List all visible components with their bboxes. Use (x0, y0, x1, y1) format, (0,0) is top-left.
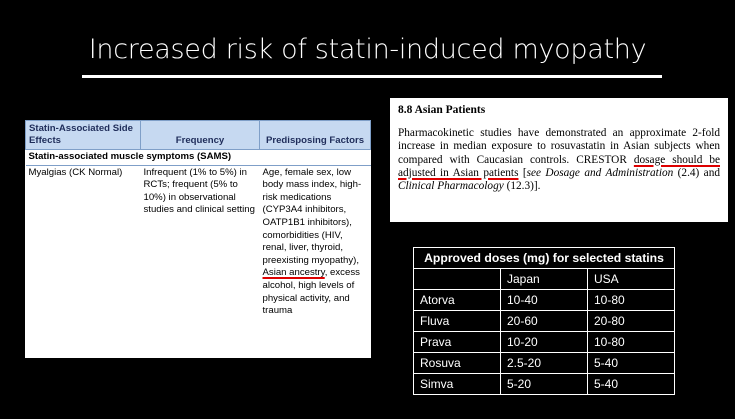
column-header: Japan (500, 268, 588, 290)
row: Atorva 10-40 10-80 (413, 289, 675, 311)
title-row: Approved doses (mg) for selected statins (413, 247, 675, 269)
body-row: Myalgias (CK Normal) Infrequent (1% to 5… (26, 165, 371, 319)
italic-text: see Dosage and Administration (526, 166, 674, 179)
highlight: dosage should be adjusted in Asian patie… (398, 153, 720, 179)
dose-table: Approved doses (mg) for selected statins… (413, 247, 675, 395)
cell: Atorva (413, 289, 501, 311)
cell: 20-80 (587, 310, 675, 332)
heading: 8.8 Asian Patients (398, 104, 486, 116)
italic-text: Clinical Pharmacology (398, 180, 504, 193)
cell: Infrequent (1% to 5%) in RCTs; frequent … (143, 166, 255, 216)
cell: 5-20 (500, 373, 588, 395)
header-row: Statin-Associated Side Effects Frequency… (25, 120, 371, 150)
section-cell: Statin-associated muscle symptoms (SAMS) (25, 149, 371, 166)
cell: 2.5-20 (500, 352, 588, 374)
row: Prava 10-20 10-80 (413, 331, 675, 353)
label-excerpt: 8.8 Asian Patients Pharmacokinetic studi… (390, 98, 728, 222)
row: Fluva 20-60 20-80 (413, 310, 675, 332)
highlight: Asian ancestry (262, 267, 325, 279)
cell (413, 268, 501, 290)
text: (12.3)]. (503, 180, 541, 193)
title-rule (82, 75, 662, 78)
column-row: Japan USA (413, 268, 675, 290)
cell: Fluva (413, 310, 501, 332)
text: Pharmacokinetic studies have demonstrate… (398, 127, 720, 166)
text: Age, female sex, low body mass index, hi… (262, 166, 362, 266)
cell: 5-40 (587, 352, 675, 374)
header-cell: Frequency (140, 120, 260, 150)
text: (2.4) and (673, 166, 720, 179)
section-row: Statin-associated muscle symptoms (SAMS) (25, 149, 371, 166)
cell: 10-20 (500, 331, 588, 353)
header-cell: Predisposing Factors (259, 120, 371, 150)
table: Statin-Associated Side Effects Frequency… (25, 120, 371, 319)
row: Rosuva 2.5-20 5-40 (413, 352, 675, 374)
cell: 10-80 (587, 289, 675, 311)
side-effects-table: Statin-Associated Side Effects Frequency… (25, 120, 371, 358)
cell: Simva (413, 373, 501, 395)
cell: Rosuva (413, 352, 501, 374)
cell: 10-80 (587, 331, 675, 353)
cell: 5-40 (587, 373, 675, 395)
cell: Age, female sex, low body mass index, hi… (260, 165, 371, 319)
cell: Prava (413, 331, 501, 353)
text: , excess alcohol, high levels of physica… (262, 267, 360, 317)
slide-title: Increased risk of statin-induced myopath… (88, 34, 647, 65)
text: [ (518, 166, 527, 179)
cell: Myalgias (CK Normal) (28, 166, 123, 178)
cell: 10-40 (500, 289, 588, 311)
table-title: Approved doses (mg) for selected statins (413, 247, 675, 269)
column-header: USA (587, 268, 675, 290)
header-cell: Statin-Associated Side Effects (25, 120, 141, 150)
body: Pharmacokinetic studies have demonstrate… (398, 127, 720, 193)
cell: 20-60 (500, 310, 588, 332)
row: Simva 5-20 5-40 (413, 373, 675, 395)
